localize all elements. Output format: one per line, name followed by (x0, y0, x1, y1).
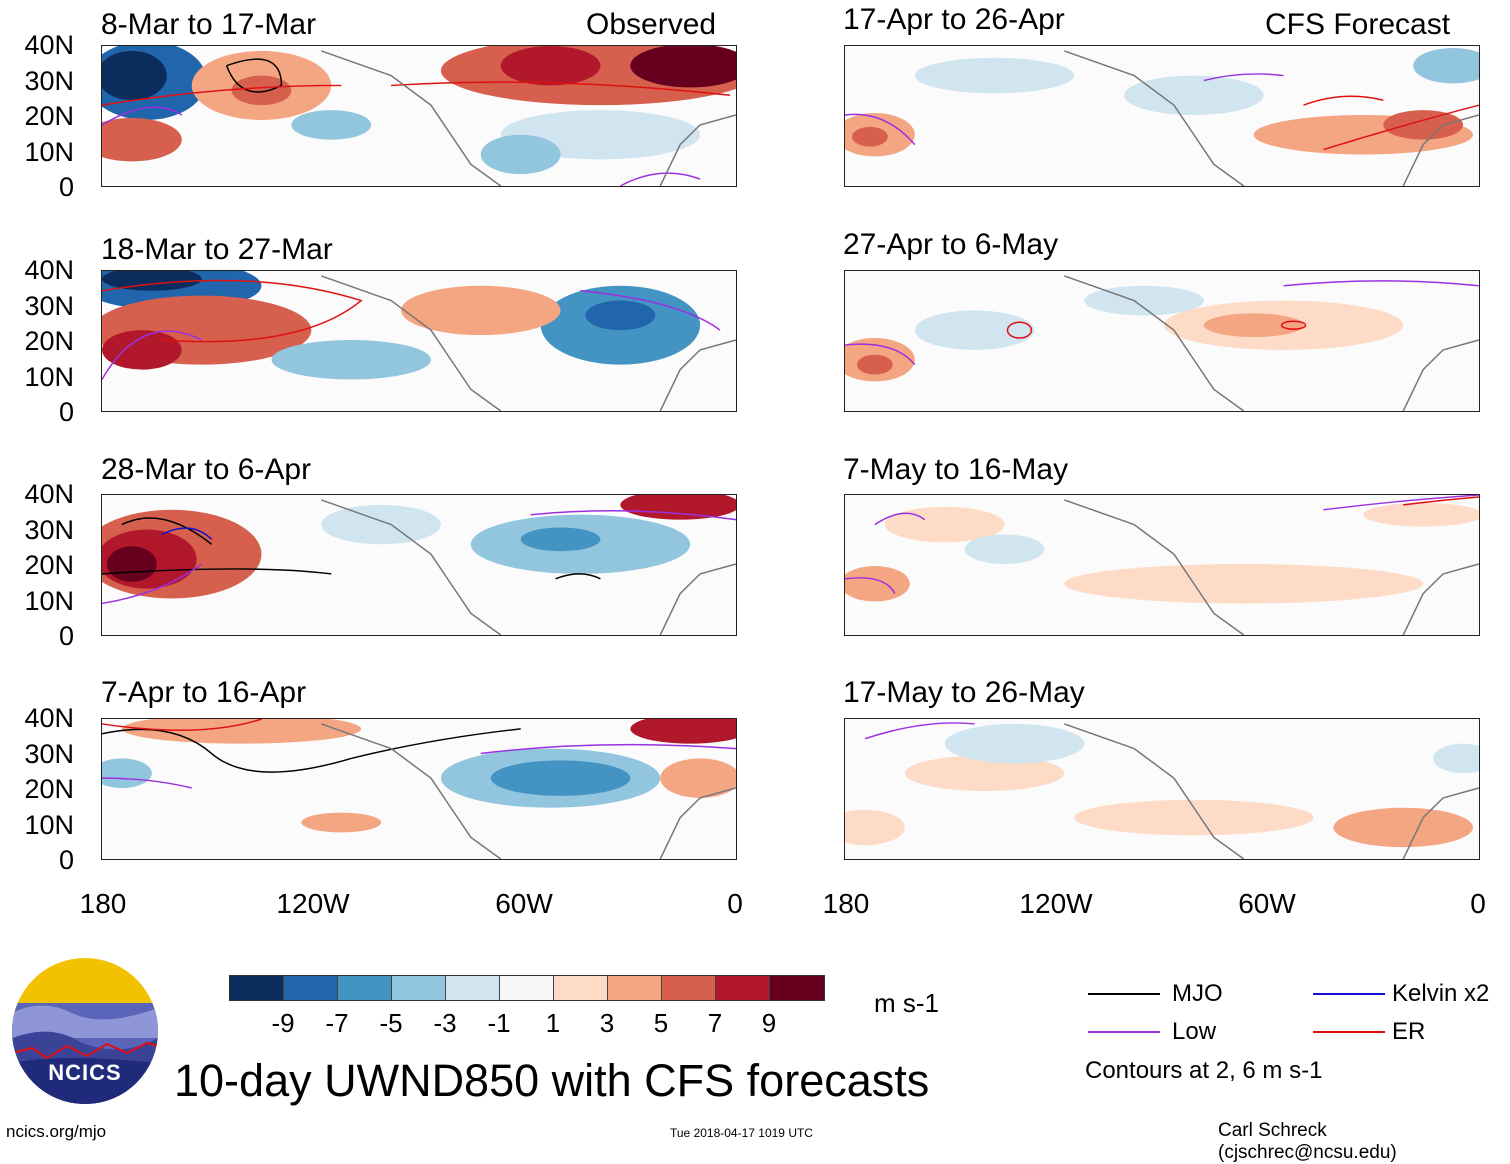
panel-title-left-3: 28-Mar to 6-Apr (101, 453, 312, 486)
lat-label: 0 (58, 845, 74, 875)
colorbar-units: m s-1 (874, 988, 939, 1018)
colorbar-label: -5 (379, 1008, 403, 1038)
colorbar-label: 7 (707, 1008, 723, 1038)
lat-label: 10N (24, 585, 74, 616)
map-panel-right-4 (844, 718, 1480, 860)
lat-label: 40N (24, 479, 74, 509)
panel-title-right-4: 17-May to 26-May (843, 676, 1085, 709)
lat-label: 20N (24, 550, 74, 580)
legend-low-label: Low (1172, 1018, 1217, 1045)
lat-label: 40N (24, 703, 74, 733)
legend-kelvin-label: Kelvin x2 (1392, 980, 1490, 1007)
ncics-logo: NCICS (12, 958, 158, 1104)
ncics-logo-text: NCICS (48, 1060, 122, 1085)
panel-title-left-2: 18-Mar to 27-Mar (101, 233, 333, 266)
map-panel-right-3 (844, 494, 1480, 636)
footer-author: Carl Schreck (cjschrec@ncsu.edu) (1218, 1120, 1397, 1163)
colorbar-swatch (284, 976, 338, 1000)
footer-url[interactable]: ncics.org/mjo (6, 1122, 107, 1141)
colorbar-swatch (554, 976, 608, 1000)
observed-header: Observed (586, 8, 717, 41)
colorbar-label: -7 (325, 1008, 349, 1038)
colorbar-swatch (338, 976, 392, 1000)
legend-mjo-line (1088, 993, 1160, 995)
lon-label-right-120w: 120W (1019, 888, 1093, 919)
lat-label: 0 (58, 172, 74, 202)
legend-mjo-label: MJO (1172, 980, 1223, 1007)
colorbar-label: 3 (599, 1008, 615, 1038)
map-panel-left-1 (101, 45, 737, 187)
colorbar-label: 5 (653, 1008, 669, 1038)
legend-er-label: ER (1392, 1018, 1426, 1045)
lat-label: 20N (24, 326, 74, 356)
colorbar-swatch (500, 976, 554, 1000)
lat-label: 10N (24, 809, 74, 840)
lat-label: 40N (24, 255, 74, 285)
lon-label-left-180: 180 (79, 888, 127, 919)
main-title: 10-day UWND850 with CFS forecasts (174, 1055, 930, 1106)
lat-label: 20N (24, 101, 74, 131)
colorbar-label: -3 (433, 1008, 457, 1038)
legend-low-line (1088, 1031, 1160, 1033)
map-panel-left-3 (101, 494, 737, 636)
map-panel-left-4 (101, 718, 737, 860)
lon-label-left-0: 0 (727, 888, 743, 919)
colorbar-label: -1 (487, 1008, 511, 1038)
lon-label-left-60w: 60W (495, 888, 553, 919)
colorbar-swatch (716, 976, 770, 1000)
colorbar-swatch (770, 976, 824, 1000)
lat-label: 10N (24, 361, 74, 392)
lon-label-left-120w: 120W (276, 888, 350, 919)
colorbar-swatch (662, 976, 716, 1000)
map-panel-right-2 (844, 270, 1480, 412)
panel-title-right-3: 7-May to 16-May (843, 453, 1069, 486)
lat-label: 30N (24, 65, 74, 96)
lat-label: 30N (24, 514, 74, 545)
footer-timestamp: Tue 2018-04-17 1019 UTC (670, 1126, 813, 1140)
colorbar-label: -9 (271, 1008, 295, 1038)
panel-title-right-1: 17-Apr to 26-Apr (843, 3, 1065, 36)
colorbar-swatch (608, 976, 662, 1000)
colorbar-swatch (392, 976, 446, 1000)
colorbar-swatch (446, 976, 500, 1000)
map-panel-left-2 (101, 270, 737, 412)
lon-label-right-0: 0 (1470, 888, 1486, 919)
legend-er-line (1313, 1031, 1385, 1033)
lon-label-right-60w: 60W (1238, 888, 1296, 919)
lat-label: 30N (24, 290, 74, 321)
legend-kelvin-line (1313, 993, 1385, 995)
lat-label: 20N (24, 774, 74, 804)
colorbar-label: 9 (761, 1008, 777, 1038)
lat-label: 0 (58, 397, 74, 427)
lat-label: 0 (58, 621, 74, 651)
lat-label: 10N (24, 136, 74, 167)
colorbar-swatch (230, 976, 284, 1000)
map-panel-right-1 (844, 45, 1480, 187)
lon-label-right-180: 180 (822, 888, 870, 919)
legend-contours-note: Contours at 2, 6 m s-1 (1085, 1057, 1323, 1084)
cfs-forecast-header: CFS Forecast (1265, 8, 1451, 41)
panel-title-left-4: 7-Apr to 16-Apr (101, 676, 307, 709)
panel-title-right-2: 27-Apr to 6-May (843, 228, 1059, 261)
colorbar (229, 975, 825, 1001)
panel-title-left-1: 8-Mar to 17-Mar (101, 8, 317, 41)
colorbar-label: 1 (545, 1008, 561, 1038)
lat-label: 40N (24, 30, 74, 60)
lat-label: 30N (24, 738, 74, 769)
